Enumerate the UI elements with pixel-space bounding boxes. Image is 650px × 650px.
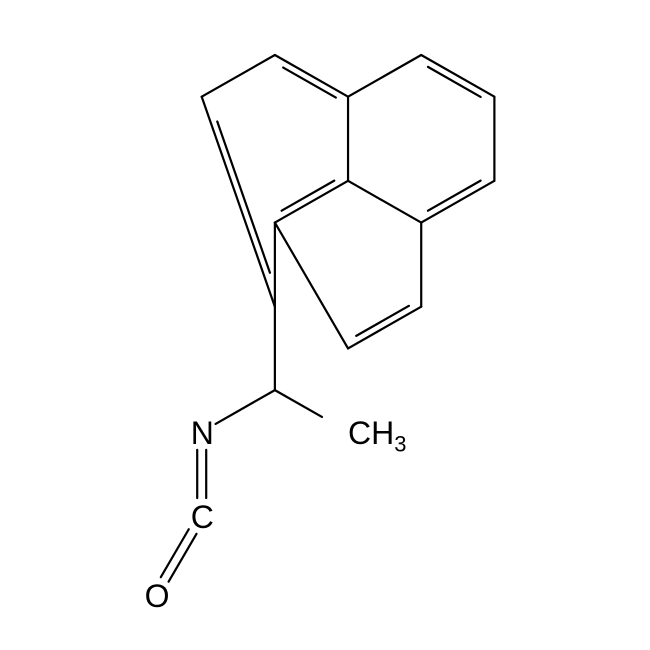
methyl-label: CH3 xyxy=(348,417,406,449)
ch3-text: CH3 xyxy=(348,415,406,451)
nitrogen-label: N xyxy=(191,417,214,449)
o-text: O xyxy=(145,578,170,614)
n-text: N xyxy=(191,415,214,451)
molecule-svg xyxy=(0,0,650,650)
carbon-label: C xyxy=(191,501,214,533)
molecule-canvas: CH3 N C O xyxy=(0,0,650,650)
oxygen-label: O xyxy=(145,580,170,612)
c-text: C xyxy=(191,499,214,535)
